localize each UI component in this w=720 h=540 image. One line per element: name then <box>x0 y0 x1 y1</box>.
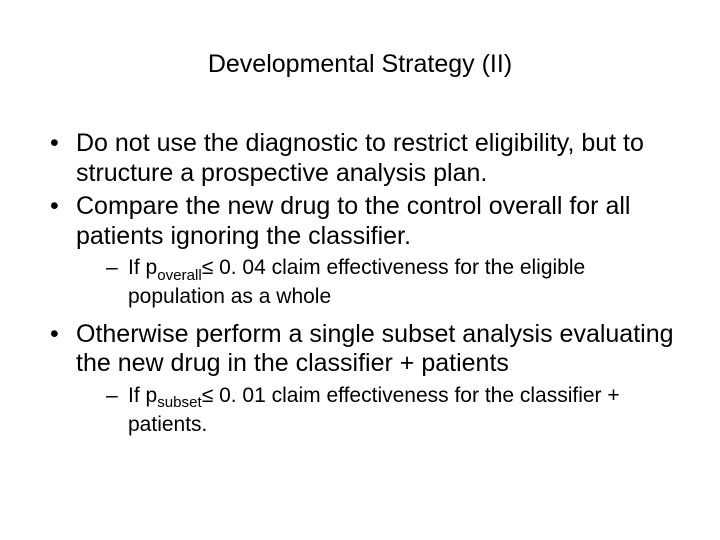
sub-bullet-list: If psubset≤ 0. 01 claim effectiveness fo… <box>106 383 680 438</box>
subscript-text: overall <box>157 267 202 284</box>
sub-bullet-item: If poverall≤ 0. 04 claim effectiveness f… <box>106 255 680 310</box>
slide-title: Developmental Strategy (II) <box>40 50 680 79</box>
bullet-item: Do not use the diagnostic to restrict el… <box>50 129 680 188</box>
subscript-text: subset <box>157 394 202 411</box>
bullet-list: Do not use the diagnostic to restrict el… <box>50 129 680 437</box>
bullet-text: Compare the new drug to the control over… <box>76 192 630 250</box>
sub-bullet-prefix: If p <box>128 384 157 407</box>
bullet-text: Otherwise perform a single subset analys… <box>76 320 674 378</box>
sub-bullet-item: If psubset≤ 0. 01 claim effectiveness fo… <box>106 383 680 438</box>
sub-bullet-list: If poverall≤ 0. 04 claim effectiveness f… <box>106 255 680 310</box>
bullet-item: Compare the new drug to the control over… <box>50 192 680 310</box>
bullet-item: Otherwise perform a single subset analys… <box>50 320 680 438</box>
slide: Developmental Strategy (II) Do not use t… <box>0 0 720 540</box>
sub-bullet-prefix: If p <box>128 256 157 279</box>
